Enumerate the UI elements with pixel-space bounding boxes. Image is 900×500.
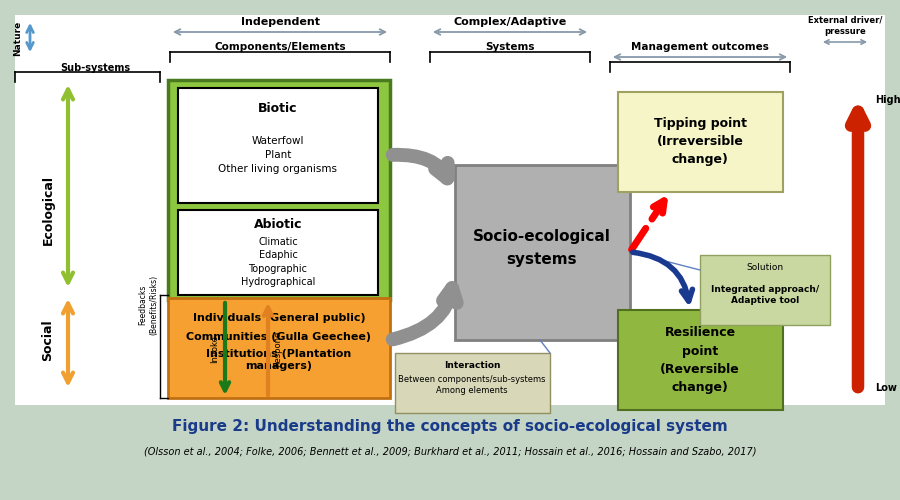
Text: Between components/sub-systems
Among elements: Between components/sub-systems Among ele… bbox=[398, 375, 545, 395]
Bar bbox=[178, 88, 378, 203]
Text: Complex/Adaptive: Complex/Adaptive bbox=[454, 17, 567, 27]
Bar bbox=[618, 92, 783, 192]
Text: Biotic: Biotic bbox=[258, 102, 298, 114]
Text: Climatic
Edaphic
Topographic
Hydrographical: Climatic Edaphic Topographic Hydrographi… bbox=[241, 237, 315, 287]
Text: Figure 2: Understanding the concepts of socio-ecological system: Figure 2: Understanding the concepts of … bbox=[172, 420, 728, 434]
Text: External driver/: External driver/ bbox=[808, 16, 882, 24]
Bar bbox=[168, 298, 390, 398]
Bar bbox=[395, 353, 550, 413]
Text: Abiotic: Abiotic bbox=[254, 218, 302, 232]
Text: Components/Elements: Components/Elements bbox=[214, 42, 346, 52]
Bar bbox=[168, 80, 390, 300]
Text: Communities (Gulla Geechee): Communities (Gulla Geechee) bbox=[186, 332, 372, 342]
Text: pressure: pressure bbox=[824, 28, 866, 36]
Bar bbox=[15, 15, 885, 405]
Text: Social: Social bbox=[41, 319, 55, 361]
Text: Management outcomes: Management outcomes bbox=[631, 42, 769, 52]
Text: Institutions (Plantation
managers): Institutions (Plantation managers) bbox=[206, 349, 352, 371]
Text: Tipping point
(Irreversible
change): Tipping point (Irreversible change) bbox=[653, 118, 746, 166]
Text: Respond: Respond bbox=[274, 331, 283, 367]
Text: Feedbacks
(Benefits/Risks): Feedbacks (Benefits/Risks) bbox=[138, 275, 158, 335]
Text: Ecological: Ecological bbox=[41, 175, 55, 245]
Text: Invoke: Invoke bbox=[211, 335, 220, 363]
Text: Waterfowl
Plant
Other living organisms: Waterfowl Plant Other living organisms bbox=[219, 136, 338, 174]
Text: Independent: Independent bbox=[240, 17, 320, 27]
Text: (Olsson et al., 2004; Folke, 2006; Bennett et al., 2009; Burkhard et al., 2011; : (Olsson et al., 2004; Folke, 2006; Benne… bbox=[144, 447, 756, 457]
Text: Interaction: Interaction bbox=[444, 360, 500, 370]
Bar bbox=[178, 210, 378, 295]
Text: Resilience
point
(Reversible
change): Resilience point (Reversible change) bbox=[660, 326, 740, 394]
Text: Low: Low bbox=[875, 383, 897, 393]
Text: Nature: Nature bbox=[14, 20, 22, 56]
Text: Systems: Systems bbox=[485, 42, 535, 52]
Bar bbox=[700, 255, 830, 325]
Text: High: High bbox=[875, 95, 900, 105]
Text: Solution: Solution bbox=[746, 264, 784, 272]
Bar bbox=[618, 310, 783, 410]
Text: Individuals (General public): Individuals (General public) bbox=[193, 313, 365, 323]
Bar bbox=[455, 165, 630, 340]
Text: Socio-ecological
systems: Socio-ecological systems bbox=[473, 230, 611, 266]
Text: Sub-systems: Sub-systems bbox=[60, 63, 130, 73]
Text: Integrated approach/
Adaptive tool: Integrated approach/ Adaptive tool bbox=[711, 285, 819, 305]
